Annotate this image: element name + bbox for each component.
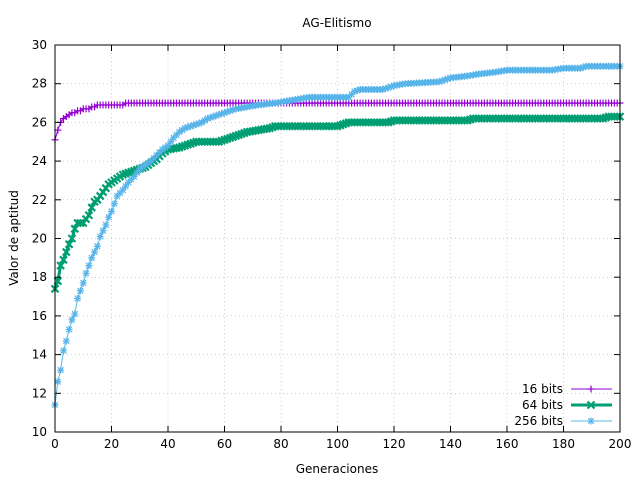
x-tick-label: 180 (552, 437, 575, 451)
data-point (130, 173, 138, 181)
data-point (122, 182, 130, 190)
data-point (99, 227, 107, 235)
data-point (108, 207, 115, 215)
y-tick-label: 16 (32, 309, 47, 323)
y-tick-label: 20 (32, 232, 47, 246)
x-tick-label: 20 (104, 437, 119, 451)
data-point (57, 366, 65, 374)
data-point (56, 261, 65, 270)
data-point (68, 316, 76, 324)
data-point (74, 294, 82, 302)
data-point (65, 325, 73, 333)
data-point (54, 378, 62, 386)
x-tick-label: 140 (439, 437, 462, 451)
data-point (181, 124, 189, 132)
data-point (84, 211, 94, 220)
y-tick-label: 28 (32, 77, 47, 91)
x-tick-label: 40 (160, 437, 175, 451)
data-point (62, 247, 71, 257)
data-point (586, 400, 596, 410)
data-point (587, 385, 595, 393)
data-point (167, 138, 175, 146)
legend: 16 bits 64 bits 256 bits (514, 382, 612, 428)
y-tick-label: 22 (32, 193, 47, 207)
data-point (59, 347, 67, 355)
axis-ticks: 0 20 40 60 80 100 120 140 160 180 200 10 12 14 16 18 20 2… (32, 38, 632, 451)
data-point (91, 248, 99, 256)
series-layer (50, 62, 625, 409)
data-point (76, 287, 84, 295)
data-point (102, 221, 110, 229)
x-tick-label: 200 (609, 437, 632, 451)
x-axis-title: Generaciones (296, 462, 378, 476)
data-point (105, 213, 113, 221)
y-tick-label: 10 (32, 425, 47, 439)
data-point (119, 186, 127, 194)
x-tick-label: 160 (496, 437, 519, 451)
data-point (59, 255, 68, 265)
data-point (62, 337, 70, 345)
data-point (133, 169, 141, 177)
data-point (96, 233, 104, 241)
legend-label: 256 bits (514, 414, 563, 428)
y-tick-label: 14 (32, 348, 47, 362)
data-point (85, 262, 93, 270)
y-axis-title: Valor de aptitud (7, 190, 21, 286)
data-point (71, 310, 79, 318)
data-point (110, 200, 118, 208)
data-point (587, 417, 595, 425)
y-tick-label: 30 (32, 38, 47, 52)
x-tick-label: 60 (217, 437, 232, 451)
legend-label: 16 bits (522, 382, 563, 396)
chart-title: AG-Elitismo (302, 16, 371, 30)
y-tick-label: 26 (32, 115, 47, 129)
data-point (88, 254, 96, 262)
x-tick-label: 100 (326, 437, 349, 451)
data-point (87, 203, 97, 212)
x-tick-label: 80 (273, 437, 288, 451)
series-line (53, 115, 620, 290)
data-point (184, 123, 192, 131)
series-256-bits (51, 62, 624, 409)
data-point (67, 234, 77, 243)
data-point (76, 218, 85, 228)
x-tick-label: 0 (51, 437, 59, 451)
data-point (79, 279, 87, 287)
data-point (64, 240, 74, 249)
y-tick-label: 12 (32, 386, 47, 400)
legend-label: 64 bits (522, 398, 563, 412)
data-point (93, 242, 101, 250)
y-tick-label: 18 (32, 270, 47, 284)
x-tick-label: 120 (383, 437, 406, 451)
data-point (164, 142, 172, 150)
y-tick-label: 24 (32, 154, 47, 168)
data-point (82, 269, 90, 277)
